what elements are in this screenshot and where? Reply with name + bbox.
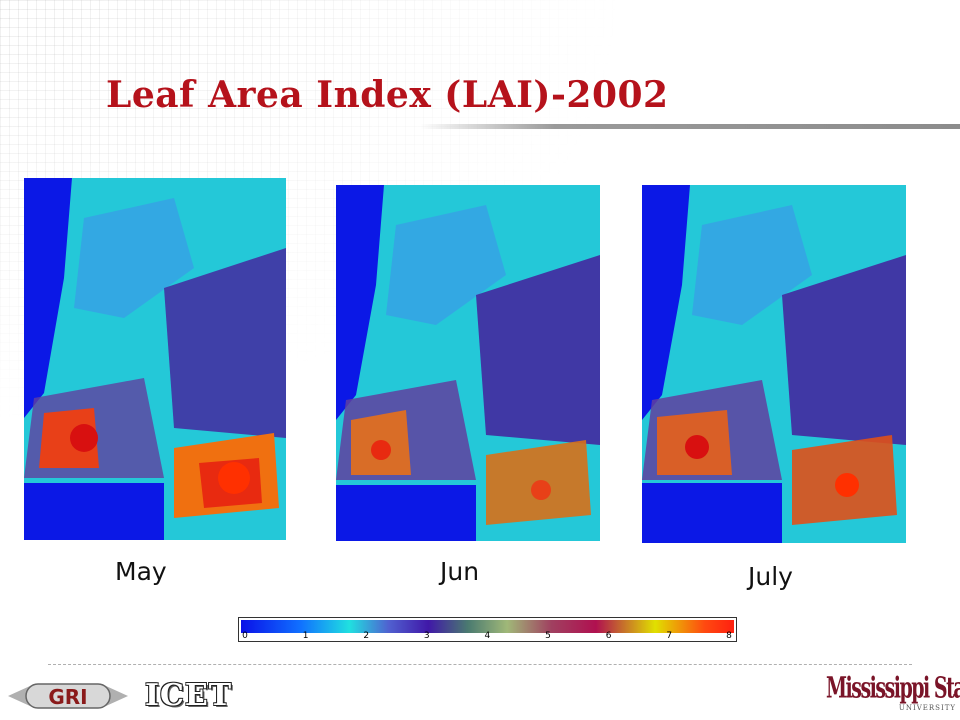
colorbar-tick: 6 xyxy=(605,631,612,641)
colorbar-tick: 2 xyxy=(363,631,370,641)
map-july xyxy=(642,185,906,543)
colorbar-gradient xyxy=(241,620,734,633)
colorbar-tick: 8 xyxy=(726,631,732,641)
msu-logo-subtext: UNIVERSITY xyxy=(898,704,956,712)
colorbar-tick: 1 xyxy=(302,631,309,641)
gri-logo: GRI xyxy=(8,683,128,709)
colorbar-tick: 7 xyxy=(666,631,673,641)
colorbar-tick: 0 xyxy=(242,631,248,641)
colorbar-tick: 3 xyxy=(423,631,430,641)
colorbar-tick: 4 xyxy=(484,631,491,641)
footer-divider xyxy=(48,664,912,665)
lai-colorbar: 0 1 2 3 4 5 6 7 8 xyxy=(238,617,737,642)
title-underline xyxy=(420,124,960,129)
icet-logo: ICET xyxy=(145,678,233,713)
lai-map-may-image xyxy=(24,178,286,540)
msu-logo-name: Mississippi State xyxy=(826,672,960,705)
colorbar-tick: 5 xyxy=(545,631,551,641)
msu-logo: Mississippi State UNIVERSITY xyxy=(826,672,960,718)
map-jun xyxy=(336,185,600,541)
map-label-may: May xyxy=(115,557,167,586)
map-label-jun: Jun xyxy=(440,557,480,586)
map-label-july: July xyxy=(748,562,793,591)
lai-map-july-image xyxy=(642,185,906,543)
map-may xyxy=(24,178,286,540)
gri-logo-text: GRI xyxy=(48,685,87,709)
slide-title: Leaf Area Index (LAI)-2002 xyxy=(106,74,669,116)
lai-map-jun-image xyxy=(336,185,600,541)
